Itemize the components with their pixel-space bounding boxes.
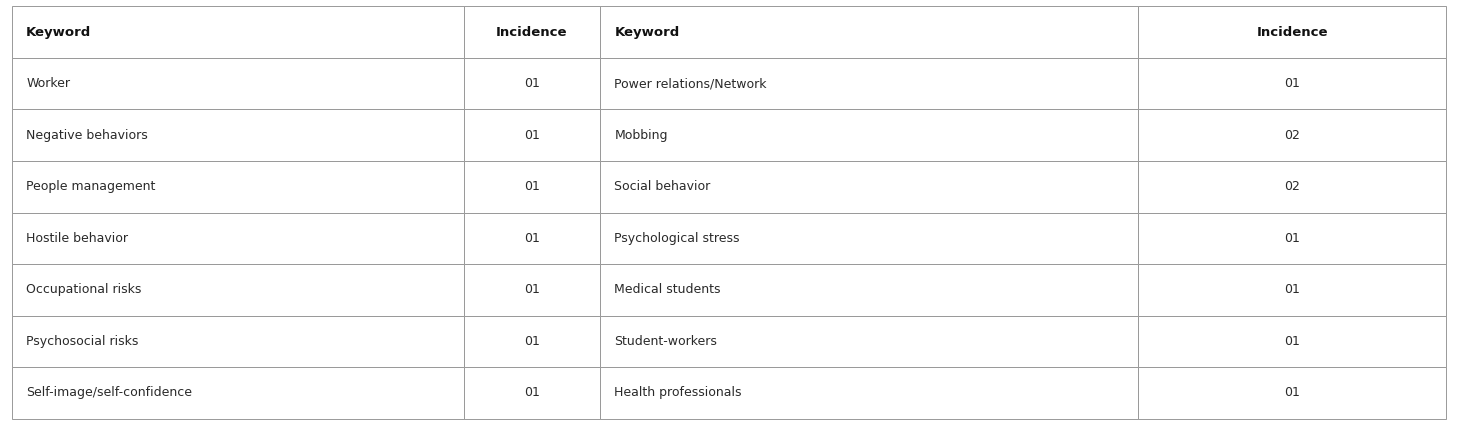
Text: 01: 01: [523, 335, 539, 348]
Text: 02: 02: [1284, 180, 1301, 193]
Text: Social behavior: Social behavior: [614, 180, 710, 193]
Text: Keyword: Keyword: [614, 26, 679, 39]
Text: 01: 01: [1284, 335, 1301, 348]
Text: Psychological stress: Psychological stress: [614, 232, 741, 245]
Bar: [1137, 316, 1446, 367]
Bar: [464, 264, 599, 315]
Text: Negative behaviors: Negative behaviors: [26, 129, 149, 142]
Text: People management: People management: [26, 180, 156, 193]
Bar: [599, 264, 1137, 315]
Bar: [599, 212, 1137, 264]
Bar: [1137, 58, 1446, 110]
Text: 01: 01: [1284, 283, 1301, 296]
Bar: [12, 316, 464, 367]
Bar: [1137, 110, 1446, 161]
Bar: [1137, 161, 1446, 212]
Bar: [599, 58, 1137, 110]
Bar: [599, 367, 1137, 419]
Text: Incidence: Incidence: [496, 26, 567, 39]
Bar: [464, 58, 599, 110]
Text: 01: 01: [523, 283, 539, 296]
Bar: [464, 212, 599, 264]
Text: Self-image/self-confidence: Self-image/self-confidence: [26, 386, 192, 399]
Bar: [12, 110, 464, 161]
Bar: [12, 161, 464, 212]
Text: Student-workers: Student-workers: [614, 335, 717, 348]
Text: 01: 01: [1284, 386, 1301, 399]
Bar: [12, 212, 464, 264]
Bar: [464, 110, 599, 161]
Text: Occupational risks: Occupational risks: [26, 283, 141, 296]
Text: Health professionals: Health professionals: [614, 386, 742, 399]
Text: 01: 01: [523, 129, 539, 142]
Text: Worker: Worker: [26, 77, 70, 90]
Bar: [464, 161, 599, 212]
Text: 01: 01: [523, 386, 539, 399]
Text: Medical students: Medical students: [614, 283, 720, 296]
Bar: [599, 316, 1137, 367]
Bar: [599, 110, 1137, 161]
Bar: [12, 58, 464, 110]
Bar: [599, 6, 1137, 58]
Bar: [12, 6, 464, 58]
Text: Keyword: Keyword: [26, 26, 92, 39]
Bar: [12, 264, 464, 315]
Text: Mobbing: Mobbing: [614, 129, 668, 142]
Text: 01: 01: [1284, 77, 1301, 90]
Text: Hostile behavior: Hostile behavior: [26, 232, 128, 245]
Text: Power relations/Network: Power relations/Network: [614, 77, 767, 90]
Text: 01: 01: [523, 180, 539, 193]
Bar: [12, 367, 464, 419]
Bar: [1137, 212, 1446, 264]
Text: 01: 01: [523, 77, 539, 90]
Text: 01: 01: [1284, 232, 1301, 245]
Text: 02: 02: [1284, 129, 1301, 142]
Bar: [1137, 264, 1446, 315]
Text: 01: 01: [523, 232, 539, 245]
Text: Psychosocial risks: Psychosocial risks: [26, 335, 139, 348]
Bar: [599, 161, 1137, 212]
Bar: [464, 367, 599, 419]
Bar: [1137, 367, 1446, 419]
Bar: [464, 316, 599, 367]
Bar: [464, 6, 599, 58]
Text: Incidence: Incidence: [1257, 26, 1328, 39]
Bar: [1137, 6, 1446, 58]
